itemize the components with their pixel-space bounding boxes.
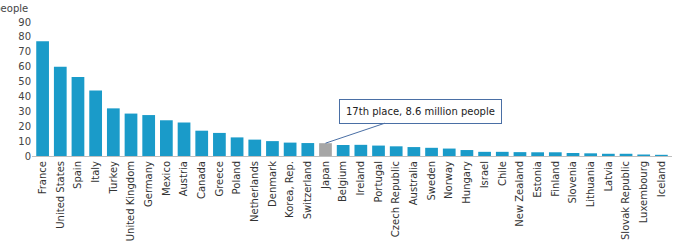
svg-text:80: 80 <box>18 31 31 42</box>
svg-text:Sweden: Sweden <box>426 161 437 201</box>
svg-text:Austria: Austria <box>178 161 189 196</box>
svg-text:Australia: Australia <box>408 161 419 205</box>
svg-text:60: 60 <box>18 61 31 72</box>
svg-text:20: 20 <box>18 121 31 132</box>
svg-text:Italy: Italy <box>90 161 101 183</box>
svg-text:Chile: Chile <box>497 161 508 186</box>
svg-text:Spain: Spain <box>72 161 83 189</box>
svg-text:70: 70 <box>18 46 31 57</box>
svg-text:Latvia: Latvia <box>603 161 614 191</box>
svg-text:Finland: Finland <box>550 161 561 197</box>
svg-text:50: 50 <box>18 76 31 87</box>
svg-text:New Zealand: New Zealand <box>514 161 525 227</box>
svg-text:Norway: Norway <box>443 161 454 199</box>
svg-text:one million people: one million people <box>0 3 28 14</box>
svg-text:United States: United States <box>55 161 66 229</box>
svg-text:Israel: Israel <box>479 161 490 188</box>
svg-text:Slovenia: Slovenia <box>567 161 578 204</box>
svg-text:United Kingdom: United Kingdom <box>125 161 136 241</box>
svg-text:40: 40 <box>18 91 31 102</box>
svg-text:17th place, 8.6 million people: 17th place, 8.6 million people <box>346 106 495 117</box>
svg-text:Estonia: Estonia <box>532 161 543 198</box>
svg-text:Switzerland: Switzerland <box>302 161 313 219</box>
svg-text:90: 90 <box>18 17 31 28</box>
svg-text:Japan: Japan <box>320 161 331 190</box>
svg-text:Iceland: Iceland <box>656 161 667 197</box>
svg-text:Germany: Germany <box>143 161 154 207</box>
svg-text:Luxembourg: Luxembourg <box>638 161 649 223</box>
svg-text:Denmark: Denmark <box>267 161 278 207</box>
svg-text:Canada: Canada <box>196 161 207 199</box>
svg-text:Turkey: Turkey <box>108 161 119 195</box>
svg-text:Czech Republic: Czech Republic <box>390 161 401 237</box>
svg-text:Ireland: Ireland <box>355 161 366 196</box>
svg-text:Slovak Republic: Slovak Republic <box>620 161 631 240</box>
svg-text:30: 30 <box>18 106 31 117</box>
svg-text:Netherlands: Netherlands <box>249 161 260 222</box>
svg-text:Lithuania: Lithuania <box>585 161 596 207</box>
svg-text:10: 10 <box>18 136 31 147</box>
svg-text:Greece: Greece <box>214 161 225 197</box>
svg-text:Poland: Poland <box>231 161 242 194</box>
svg-text:Hungary: Hungary <box>461 161 472 204</box>
svg-text:Mexico: Mexico <box>161 161 172 196</box>
svg-text:France: France <box>37 161 48 194</box>
svg-text:0: 0 <box>25 151 31 162</box>
svg-text:Portugal: Portugal <box>373 161 384 202</box>
svg-text:Belgium: Belgium <box>337 161 348 202</box>
svg-text:Korea, Rep.: Korea, Rep. <box>284 161 295 218</box>
